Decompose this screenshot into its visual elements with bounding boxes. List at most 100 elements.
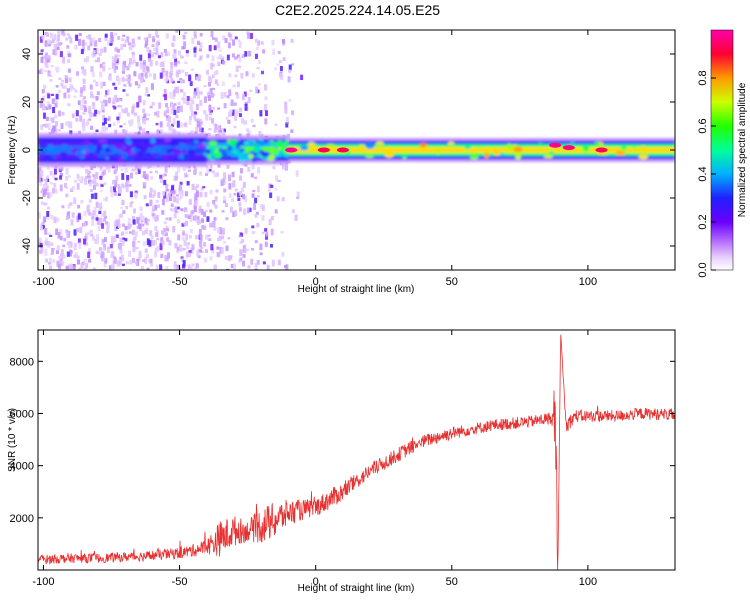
speckle-cell	[149, 171, 153, 174]
speckle-cell	[189, 102, 193, 110]
speckle-cell	[103, 237, 107, 242]
speckle-cell	[181, 231, 185, 236]
speckle-cell	[140, 220, 144, 223]
speckle-cell	[287, 76, 291, 83]
speckle-cell	[141, 223, 145, 227]
speckle-cell	[267, 189, 271, 192]
speckle-cell	[203, 109, 207, 115]
colorbar-label: Normalized spectral amplitude	[737, 82, 748, 217]
speckle-cell	[91, 180, 95, 184]
speckle-cell	[154, 251, 158, 258]
speckle-cell	[44, 61, 48, 66]
speckle-cell	[86, 35, 90, 39]
speckle-cell	[47, 72, 51, 76]
speckle-cell	[251, 73, 255, 78]
speckle-cell	[59, 166, 63, 171]
speckle-cell	[69, 249, 73, 257]
speckle-cell	[175, 30, 179, 33]
speckle-cell	[180, 56, 184, 59]
speckle-cell	[124, 107, 128, 114]
band-blob	[515, 152, 522, 160]
speckle-cell	[198, 121, 202, 129]
speckle-cell	[246, 248, 250, 252]
speckle-cell	[114, 179, 118, 186]
speckle-cell	[47, 93, 51, 99]
band-blob	[117, 156, 123, 164]
speckle-cell	[103, 117, 107, 125]
speckle-cell	[205, 249, 209, 253]
speckle-cell	[195, 263, 199, 269]
speckle-cell	[92, 102, 96, 110]
speckle-cell	[148, 49, 152, 54]
speckle-cell	[119, 237, 123, 242]
speckle-cell	[256, 195, 260, 198]
speckle-cell	[104, 215, 108, 219]
speckle-cell	[232, 211, 236, 217]
speckle-cell	[64, 182, 68, 188]
speckle-cell	[193, 35, 197, 39]
speckle-cell	[148, 73, 152, 77]
speckle-cell	[100, 81, 104, 89]
speckle-cell	[137, 240, 141, 243]
speckle-cell	[126, 65, 130, 71]
speckle-cell	[220, 247, 224, 254]
speckle-cell	[84, 235, 88, 242]
speckle-cell	[91, 216, 95, 220]
speckle-cell	[240, 72, 244, 79]
speckle-cell	[109, 186, 113, 193]
speckle-cell	[94, 109, 98, 114]
speckle-cell	[191, 209, 195, 214]
speckle-cell	[50, 65, 54, 68]
speckle-cell	[228, 174, 232, 182]
speckle-cell	[95, 81, 99, 87]
speckle-cell	[198, 208, 202, 212]
speckle-cell	[187, 169, 191, 172]
band-blob	[59, 151, 68, 157]
speckle-cell	[151, 44, 155, 48]
speckle-cell	[91, 219, 95, 226]
speckle-cell	[114, 94, 118, 102]
band-hot-spot	[285, 147, 298, 153]
speckle-cell	[64, 74, 68, 80]
speckle-cell	[148, 259, 152, 263]
speckle-cell	[161, 210, 165, 215]
band-blob	[419, 142, 428, 148]
speckle-cell	[94, 59, 98, 63]
speckle-cell	[270, 184, 274, 188]
speckle-cell	[177, 80, 181, 83]
speckle-cell	[203, 225, 207, 230]
speckle-cell	[84, 232, 88, 236]
speckle-cell	[223, 188, 227, 193]
speckle-cell	[187, 264, 191, 270]
speckle-cell	[88, 247, 92, 255]
speckle-cell	[81, 39, 85, 47]
speckle-cell	[40, 50, 44, 54]
band-hot-spot	[336, 147, 349, 153]
speckle-cell	[128, 184, 132, 187]
speckle-cell	[114, 47, 118, 52]
speckle-cell	[121, 183, 125, 188]
speckle-cell	[83, 107, 87, 112]
speckle-cell	[95, 48, 99, 55]
band-layer	[288, 147, 675, 153]
spectrogram-band	[38, 133, 675, 167]
speckle-cell	[66, 88, 70, 93]
speckle-cell	[145, 87, 149, 94]
speckle-cell	[284, 107, 288, 114]
speckle-cell	[49, 78, 53, 82]
speckle-cell	[126, 180, 130, 185]
speckle-cell	[99, 71, 103, 78]
band-blob	[307, 142, 317, 147]
speckle-cell	[122, 210, 126, 214]
speckle-cell	[128, 83, 132, 87]
speckle-cell	[235, 109, 239, 116]
speckle-cell	[96, 220, 100, 225]
speckle-cell	[191, 244, 195, 251]
speckle-cell	[104, 196, 108, 202]
speckle-cell	[115, 234, 119, 239]
speckle-cell	[75, 110, 79, 117]
speckle-cell	[155, 264, 159, 270]
speckle-cell	[47, 206, 51, 210]
speckle-cell	[123, 43, 127, 47]
speckle-cell	[101, 247, 105, 251]
